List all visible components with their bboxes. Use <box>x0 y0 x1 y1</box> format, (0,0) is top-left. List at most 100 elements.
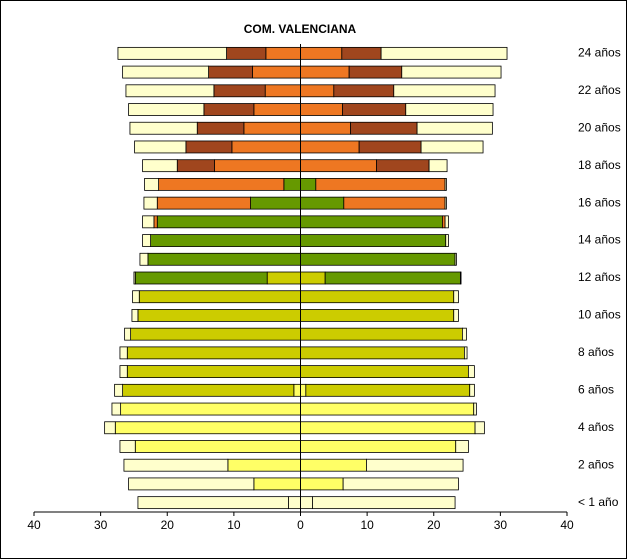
bar-segment <box>283 178 301 191</box>
bar-segment <box>461 327 467 341</box>
bar-segment <box>134 271 268 285</box>
bar-segment <box>226 46 267 60</box>
y-tick-label: 8 años <box>578 345 614 359</box>
bar-segment <box>185 140 233 154</box>
bar-segment <box>463 346 468 360</box>
bar-segment <box>176 159 215 173</box>
bar-segment <box>158 178 285 191</box>
bar-segment <box>114 383 124 397</box>
bar-segment <box>300 402 475 416</box>
bar-segment <box>125 84 215 98</box>
bar-segment <box>137 309 301 322</box>
bar-segment <box>473 402 477 416</box>
bar-segment <box>120 402 301 416</box>
bar-segment <box>300 346 465 360</box>
bar-segment <box>350 121 418 135</box>
bar-segment <box>132 290 140 304</box>
bar-segment <box>126 365 301 378</box>
y-tick-label: 24 años <box>578 46 621 60</box>
bar-segment <box>128 477 255 491</box>
bar-segment <box>122 65 209 79</box>
bar-segment <box>119 440 136 453</box>
bar-segment <box>300 290 455 304</box>
bar-segment <box>444 178 447 191</box>
bar-segment <box>139 252 149 266</box>
y-tick-label: 10 años <box>578 308 621 322</box>
bar-segment <box>444 215 449 229</box>
bar-segment <box>104 421 116 435</box>
bar-segment <box>156 215 301 229</box>
bar-segment <box>300 271 326 285</box>
x-tick-label: 30 <box>94 518 108 532</box>
bar-segment <box>454 252 457 266</box>
bar-segment <box>445 234 449 247</box>
bar-segment <box>128 103 205 116</box>
bar-segment <box>342 477 459 491</box>
bar-segment <box>214 159 301 173</box>
bar-segment <box>300 458 367 472</box>
bar-segment <box>455 440 469 453</box>
bar-segment <box>252 65 301 79</box>
bar-segment <box>196 121 245 135</box>
bar-segment <box>156 196 251 210</box>
bar-segment <box>300 84 335 98</box>
bar-segment <box>444 196 447 210</box>
bar-segment <box>376 159 430 173</box>
x-tick-label: 0 <box>297 518 304 532</box>
bar-segment <box>142 159 178 173</box>
bar-segment <box>300 477 344 491</box>
bar-segment <box>114 421 301 435</box>
y-tick-label: < 1 año <box>578 495 619 509</box>
bar-segment <box>253 103 301 116</box>
bar-segment <box>130 327 301 341</box>
bar-segment <box>111 402 122 416</box>
bar-segment <box>213 84 266 98</box>
bar-segment <box>343 196 446 210</box>
bar-segment <box>144 178 159 191</box>
bar-segment <box>300 234 447 247</box>
bar-segment <box>300 46 343 60</box>
bar-segment <box>393 84 496 98</box>
bar-segment <box>300 65 350 79</box>
bar-segment <box>453 309 459 322</box>
bar-segment <box>126 346 301 360</box>
bar-segment <box>150 234 301 247</box>
bar-segment <box>300 309 455 322</box>
bar-segment <box>342 103 407 116</box>
bar-segment <box>300 496 313 510</box>
y-tick-label: 18 años <box>578 158 621 172</box>
bar-segment <box>300 140 360 154</box>
bar-segment <box>231 140 301 154</box>
bar-segment <box>123 458 229 472</box>
bar-segment <box>208 65 253 79</box>
bar-segment <box>117 46 227 60</box>
x-tick-label: 40 <box>560 518 574 532</box>
bar-segment <box>300 327 463 341</box>
bar-segment <box>300 196 345 210</box>
bar-segment <box>333 84 395 98</box>
x-tick-label: 40 <box>27 518 41 532</box>
bar-segment <box>300 365 469 378</box>
bar-segment <box>341 46 382 60</box>
bar-segment <box>469 383 475 397</box>
bar-segment <box>266 271 301 285</box>
bar-segment <box>264 84 301 98</box>
bar-segment <box>300 383 307 397</box>
bar-segment <box>147 252 301 266</box>
bar-segment <box>300 103 343 116</box>
bar-segment <box>134 440 301 453</box>
y-tick-label: 2 años <box>578 457 614 471</box>
bar-segment <box>300 440 457 453</box>
bar-segment <box>129 121 198 135</box>
bar-segment <box>253 477 301 491</box>
bar-segment <box>416 121 493 135</box>
bar-segment <box>459 271 462 285</box>
y-tick-label: 14 años <box>578 233 621 247</box>
bar-segment <box>300 159 377 173</box>
bar-segment <box>420 140 484 154</box>
bar-segment <box>300 252 456 266</box>
y-tick-label: 6 años <box>578 382 614 396</box>
bar-segment <box>474 421 485 435</box>
bar-segment <box>119 365 128 378</box>
